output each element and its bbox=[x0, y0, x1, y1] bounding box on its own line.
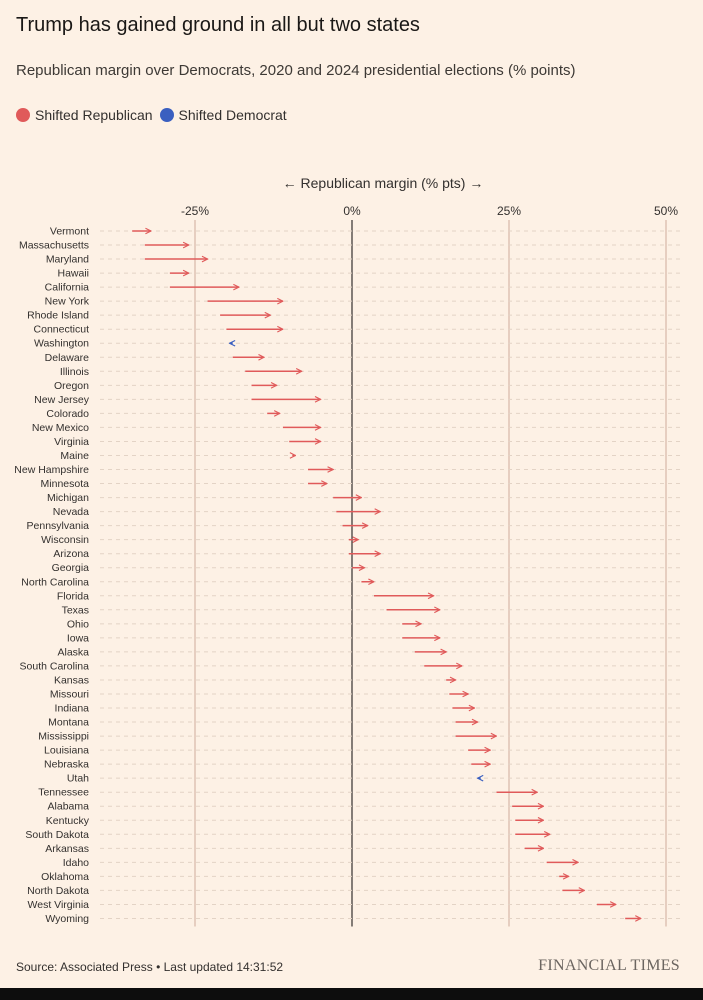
state-label: Missouri bbox=[50, 688, 89, 700]
state-label: Washington bbox=[34, 338, 89, 350]
state-label: New Jersey bbox=[34, 394, 90, 406]
legend-swatch-democrat-icon bbox=[159, 108, 174, 122]
state-label: Maryland bbox=[46, 254, 89, 266]
legend-item-republican: Shifted Republican bbox=[16, 107, 153, 123]
state-label: Texas bbox=[62, 604, 89, 616]
chart-subtitle: Republican margin over Democrats, 2020 a… bbox=[16, 62, 576, 79]
state-label: Arizona bbox=[53, 548, 89, 560]
state-label: Connecticut bbox=[34, 324, 90, 336]
state-label: Louisiana bbox=[44, 745, 89, 757]
state-label: Nevada bbox=[53, 506, 89, 518]
source-note: Source: Associated Press • Last updated … bbox=[16, 960, 284, 974]
state-label: Utah bbox=[67, 773, 89, 785]
legend-item-democrat: Shifted Democrat bbox=[159, 107, 287, 123]
state-label: Oklahoma bbox=[41, 871, 89, 883]
state-label: Virginia bbox=[54, 436, 89, 448]
legend-label-republican: Shifted Republican bbox=[35, 107, 153, 123]
state-label: Kentucky bbox=[46, 815, 90, 827]
state-label: Indiana bbox=[55, 703, 90, 715]
state-label: California bbox=[45, 282, 90, 294]
state-label: Iowa bbox=[67, 632, 89, 644]
state-label: Mississippi bbox=[38, 731, 89, 743]
legend: Shifted Republican Shifted Democrat bbox=[16, 107, 294, 123]
state-label: Idaho bbox=[63, 857, 89, 869]
state-label: Wisconsin bbox=[41, 534, 89, 546]
state-label: New York bbox=[45, 296, 90, 308]
state-label: South Dakota bbox=[25, 829, 89, 841]
state-label: Rhode Island bbox=[27, 310, 89, 322]
x-axis-title: ← Republican margin (% pts) → bbox=[283, 175, 484, 191]
tick-label: 0% bbox=[343, 204, 361, 218]
state-label: Pennsylvania bbox=[27, 520, 90, 532]
state-label: South Carolina bbox=[20, 660, 90, 672]
ft-logo: FINANCIAL TIMES bbox=[538, 957, 680, 974]
state-label: Florida bbox=[57, 590, 89, 602]
state-label: Ohio bbox=[67, 618, 89, 630]
bottom-bar bbox=[0, 988, 703, 1000]
state-label: Colorado bbox=[46, 408, 89, 420]
state-label: New Mexico bbox=[32, 422, 89, 434]
tick-label: 50% bbox=[654, 204, 678, 218]
state-label: Kansas bbox=[54, 674, 89, 686]
chart-title: Trump has gained ground in all but two s… bbox=[16, 14, 420, 36]
state-label: Arkansas bbox=[45, 843, 89, 855]
state-label: Montana bbox=[48, 717, 89, 729]
legend-label-democrat: Shifted Democrat bbox=[178, 107, 287, 123]
state-label: Oregon bbox=[54, 380, 89, 392]
state-label: Massachusetts bbox=[19, 240, 89, 252]
state-label: Delaware bbox=[45, 352, 90, 364]
state-label: Wyoming bbox=[45, 913, 89, 925]
state-label: Georgia bbox=[52, 562, 90, 574]
state-label: Alaska bbox=[57, 646, 89, 658]
state-label: Illinois bbox=[60, 366, 89, 378]
state-label: North Dakota bbox=[27, 885, 89, 897]
state-label: West Virginia bbox=[28, 899, 90, 911]
state-label: Nebraska bbox=[44, 759, 89, 771]
legend-swatch-republican-icon bbox=[16, 108, 30, 122]
state-label: North Carolina bbox=[21, 576, 89, 588]
state-label: Minnesota bbox=[41, 478, 90, 490]
arrow-chart: ← Republican margin (% pts) → -25% 0% 25% 50… bbox=[14, 175, 680, 927]
state-label: Michigan bbox=[47, 492, 89, 504]
state-label: New Hampshire bbox=[14, 464, 89, 476]
state-label: Hawaii bbox=[57, 268, 89, 280]
state-label: Tennessee bbox=[38, 787, 89, 799]
state-label: Maine bbox=[60, 450, 89, 462]
state-label: Alabama bbox=[48, 801, 90, 813]
state-label: Vermont bbox=[50, 226, 89, 238]
tick-label: 25% bbox=[497, 204, 521, 218]
tick-label: -25% bbox=[181, 204, 209, 218]
